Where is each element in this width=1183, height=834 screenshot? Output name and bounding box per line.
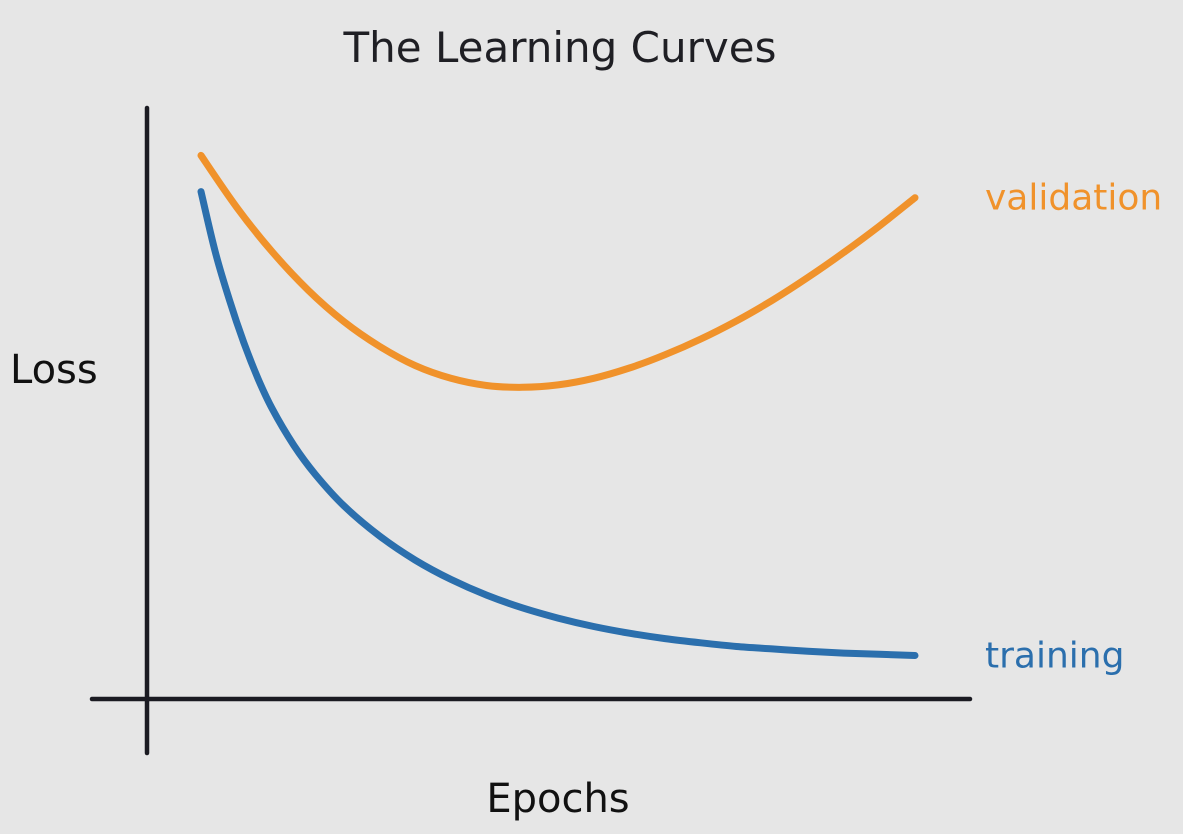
y-axis-label: Loss (10, 347, 98, 393)
training-legend-label: training (985, 636, 1124, 677)
validation-series-line (197, 151, 919, 391)
series-layer: validation training (197, 151, 1162, 677)
x-axis-label: Epochs (486, 776, 629, 822)
validation-legend-label: validation (985, 178, 1162, 219)
training-series-line (197, 188, 919, 659)
chart-title: The Learning Curves (343, 23, 777, 72)
